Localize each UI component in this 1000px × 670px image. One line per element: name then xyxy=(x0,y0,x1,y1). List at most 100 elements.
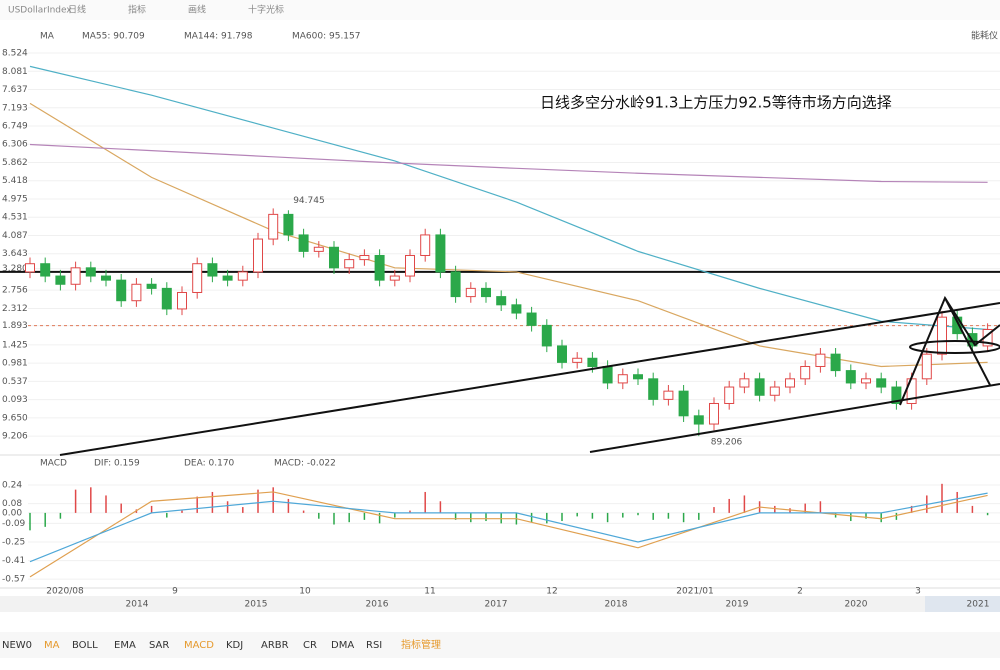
year-label: 2015 xyxy=(245,600,268,610)
time-label: 10 xyxy=(299,587,311,597)
indicator-tab[interactable]: NEW0 xyxy=(2,640,32,651)
toolbar-item[interactable]: 指标 xyxy=(128,4,146,16)
year-label: 2014 xyxy=(126,600,149,610)
indicator-tab[interactable]: MA xyxy=(44,640,60,651)
candle-body xyxy=(146,283,157,289)
high-label: 94.745 xyxy=(293,196,325,206)
candle-body xyxy=(85,267,96,277)
y-tick-label: 0.24 xyxy=(2,480,22,490)
year-label: 2021 xyxy=(967,600,990,610)
candle-body xyxy=(830,353,841,372)
menu-button[interactable]: 能耗仪 xyxy=(971,30,998,42)
indicator-tab[interactable]: SAR xyxy=(149,640,169,651)
legend-entry: MACD: -0.022 xyxy=(274,459,336,469)
y-tick-label: 9.206 xyxy=(2,432,28,442)
candle-body xyxy=(177,291,187,310)
y-tick-label: 6.749 xyxy=(2,122,28,132)
indicator-tab[interactable]: CR xyxy=(303,640,317,651)
candle-body xyxy=(374,254,385,281)
legend-entry: MA144: 91.798 xyxy=(184,32,253,42)
indicator-tab[interactable]: KDJ xyxy=(226,640,243,651)
candle-body xyxy=(602,365,613,384)
candle-body xyxy=(55,275,66,285)
toolbar-item[interactable]: 十字光标 xyxy=(248,4,284,16)
toolbar xyxy=(0,0,1000,20)
indicator-line xyxy=(29,143,988,183)
indicator-line xyxy=(29,65,988,331)
candle-body xyxy=(101,275,111,281)
toolbar-item[interactable]: 日线 xyxy=(68,4,86,16)
candle-body xyxy=(420,234,431,256)
candle-body xyxy=(192,263,203,293)
legend-entry: DIF: 0.159 xyxy=(94,459,140,469)
time-label: 2020/08 xyxy=(46,587,84,597)
indicator-tab[interactable]: EMA xyxy=(114,640,136,651)
toolbar-item[interactable]: 画线 xyxy=(188,4,206,16)
candle-body xyxy=(511,304,522,314)
candle-body xyxy=(617,374,628,384)
candle-body xyxy=(116,279,127,302)
candle-body xyxy=(709,402,719,425)
indicator-tab[interactable]: BOLL xyxy=(72,640,98,651)
candle-body xyxy=(268,213,279,240)
candle-body xyxy=(298,234,309,252)
y-tick-label: 0.537 xyxy=(2,377,28,387)
time-label: 2021/01 xyxy=(676,587,713,597)
y-tick-label: 9.650 xyxy=(2,413,28,423)
indicator-tab[interactable]: DMA xyxy=(331,640,354,651)
indicator-line xyxy=(29,491,988,578)
candle-body xyxy=(648,378,659,400)
candle-body xyxy=(891,386,902,404)
candle-body xyxy=(40,263,51,277)
candle-body xyxy=(496,296,507,306)
indicator-tab[interactable]: RSI xyxy=(366,640,382,651)
legend-entry: MA600: 95.157 xyxy=(292,32,360,42)
candle-body xyxy=(739,378,750,388)
year-label: 2016 xyxy=(366,600,389,610)
candle-body xyxy=(481,287,491,298)
indicator-tab[interactable]: MACD xyxy=(184,640,214,651)
y-tick-label: 0.08 xyxy=(2,499,22,509)
candle-body xyxy=(405,254,415,277)
candle-body xyxy=(161,287,172,310)
candle-body xyxy=(633,374,643,380)
candle-body xyxy=(222,275,233,281)
legend-entry: MA xyxy=(40,32,55,42)
candle-body xyxy=(435,234,446,273)
candle-body xyxy=(359,254,370,261)
y-tick-label: 3.643 xyxy=(2,249,28,259)
year-bar xyxy=(0,596,1000,612)
y-tick-label: 0.00 xyxy=(2,508,22,518)
candle-body xyxy=(344,259,355,269)
candle-body xyxy=(572,357,583,363)
y-tick-label: -0.41 xyxy=(2,556,25,566)
candle-body xyxy=(541,324,552,347)
indicator-line xyxy=(29,102,988,368)
y-tick-label: 6.306 xyxy=(2,140,28,150)
indicator-tab[interactable]: ARBR xyxy=(261,640,289,651)
y-tick-label: 0.093 xyxy=(2,395,28,405)
candle-body xyxy=(693,415,704,425)
candle-body xyxy=(70,267,81,285)
y-tick-label: 3.280 xyxy=(2,264,28,274)
candle-body xyxy=(465,287,476,298)
year-label: 2020 xyxy=(845,600,868,610)
y-tick-label: -0.25 xyxy=(2,537,25,547)
candle-body xyxy=(800,365,811,380)
legend-bar xyxy=(0,22,1000,44)
candle-body xyxy=(131,283,142,302)
year-label: 2019 xyxy=(726,600,749,610)
y-tick-label: 4.087 xyxy=(2,231,28,241)
legend-entry: MA55: 90.709 xyxy=(82,32,145,42)
time-label: 9 xyxy=(172,587,178,597)
low-label: 89.206 xyxy=(711,438,743,448)
scroll-window[interactable] xyxy=(925,596,1000,612)
toolbar-item[interactable]: USDollarIndex xyxy=(8,6,72,16)
indicator-tab[interactable]: 指标管理 xyxy=(401,638,441,651)
time-label: 2 xyxy=(797,587,803,597)
candle-body xyxy=(861,378,871,384)
candle-body xyxy=(557,345,567,363)
candle-body xyxy=(283,213,294,236)
y-tick-label: 5.862 xyxy=(2,158,28,168)
